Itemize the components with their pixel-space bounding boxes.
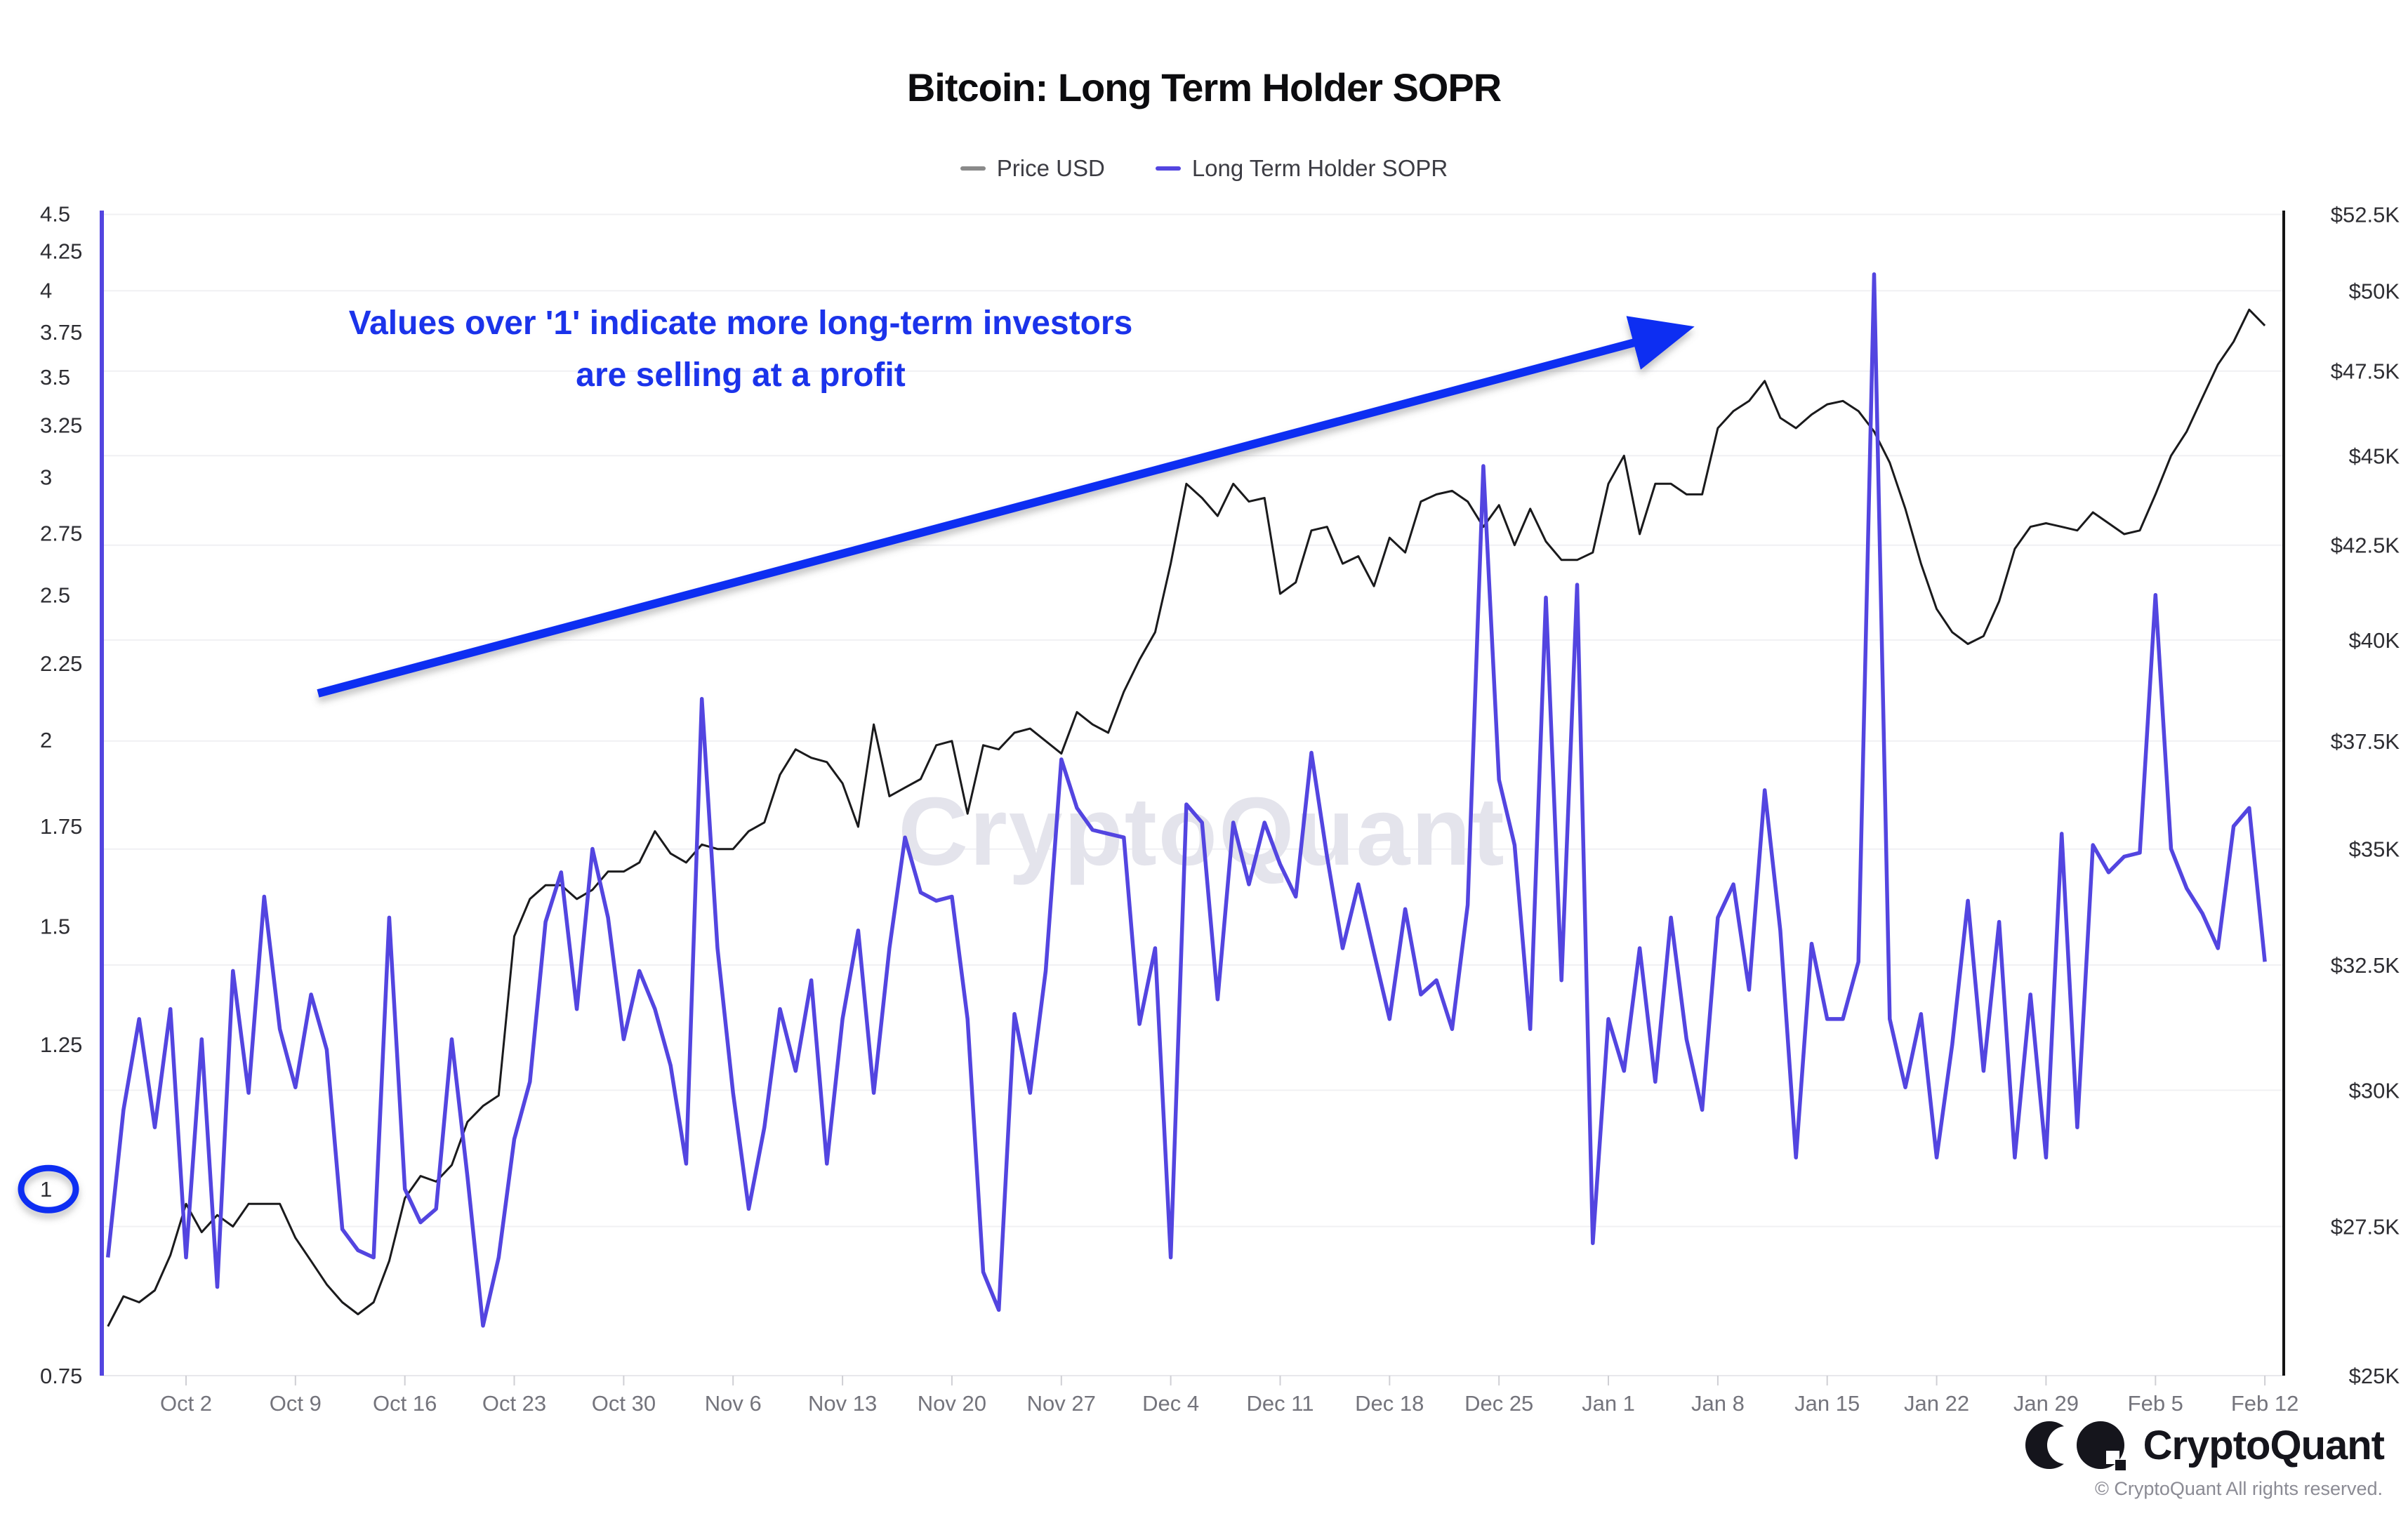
left-axis-tick-label: 1.75	[40, 814, 82, 839]
legend-label-price: Price USD	[996, 155, 1105, 181]
right-axis-tick-label: $40K	[2349, 628, 2400, 653]
x-axis-tick-label: Oct 30	[592, 1391, 656, 1416]
right-axis-labels: $25K $27.5K $30K $32.5K $35K $37.5K $40K $42.5K…	[2331, 203, 2400, 1389]
price-legend-dash-icon	[960, 166, 986, 171]
right-axis-tick-label: $32.5K	[2331, 953, 2400, 978]
x-axis-tick-label: Nov 13	[808, 1391, 877, 1416]
legend-item-price[interactable]: Price USD	[960, 155, 1105, 182]
left-axis-tick-label: 1.5	[40, 915, 70, 939]
right-axis-tick-label: $42.5K	[2331, 533, 2400, 558]
chart-title: Bitcoin: Long Term Holder SOPR	[906, 65, 1502, 109]
price-line	[107, 308, 2266, 1327]
right-axis-tick-label: $35K	[2349, 837, 2400, 862]
x-axis-tick-label: Dec 18	[1355, 1391, 1424, 1416]
x-axis-tick-label: Dec 4	[1142, 1391, 1199, 1416]
x-axis: Oct 2 Oct 9 Oct 16 Oct 23 Oct 30 Nov 6 Nov 13 N…	[100, 1375, 2299, 1416]
x-axis-tick-label: Feb 12	[2231, 1391, 2299, 1416]
annotation-line-1: Values over '1' indicate more long-term …	[348, 305, 1133, 342]
x-axis-tick-label: Feb 5	[2128, 1391, 2183, 1416]
legend-label-sopr: Long Term Holder SOPR	[1191, 155, 1448, 181]
left-axis-tick-label: 3.5	[40, 365, 70, 390]
legend-item-sopr[interactable]: Long Term Holder SOPR	[1155, 155, 1448, 182]
left-axis-tick-label: 4.25	[40, 239, 82, 264]
left-axis-tick-label: 3.25	[40, 413, 82, 437]
x-axis-tick-label: Jan 15	[1794, 1391, 1860, 1416]
x-axis-tick-label: Jan 1	[1582, 1391, 1635, 1416]
right-axis-tick-label: $25K	[2349, 1364, 2400, 1388]
left-axis-tick-label: 4.5	[40, 202, 70, 227]
right-axis-tick-label: $47.5K	[2331, 359, 2400, 384]
left-axis-tick-label: 2.25	[40, 651, 82, 676]
x-axis-tick-label: Oct 9	[270, 1391, 322, 1416]
annotation-line-2: are selling at a profit	[576, 357, 906, 394]
left-axis-tick-label: 0.75	[40, 1364, 82, 1388]
cryptoquant-logo-icon	[2025, 1421, 2126, 1470]
legend: Price USD Long Term Holder SOPR	[0, 153, 2408, 184]
left-axis-tick-label: 1	[40, 1177, 52, 1202]
x-axis-tick-label: Oct 2	[160, 1391, 212, 1416]
x-axis-tick-label: Jan 22	[1904, 1391, 1969, 1416]
right-axis-tick-label: $52.5K	[2331, 203, 2400, 227]
x-axis-tick-label: Dec 25	[1464, 1391, 1533, 1416]
left-axis-tick-label: 2.5	[40, 583, 70, 608]
baseline-1-circle	[18, 1164, 79, 1214]
right-axis-tick-label: $30K	[2349, 1078, 2400, 1103]
x-axis-tick-label: Dec 11	[1247, 1391, 1314, 1416]
trend-arrow	[317, 316, 1695, 698]
right-axis-tick-label: $27.5K	[2331, 1215, 2400, 1239]
x-axis-tick-label: Nov 6	[705, 1391, 762, 1416]
right-axis-tick-label: $50K	[2349, 279, 2400, 303]
left-axis-tick-label: 3	[40, 465, 52, 489]
cryptoquant-logo: CryptoQuant	[2024, 1419, 2385, 1471]
brand-text: CryptoQuant	[2143, 1422, 2385, 1468]
left-axis-tick-label: 2.75	[40, 521, 82, 546]
sopr-legend-dash-icon	[1155, 166, 1181, 171]
left-axis-labels: 0.75 1 1.25 1.5 1.75 2 2.25 2.5 2.75 3 3.25 3.5 3.75…	[40, 202, 82, 1388]
x-axis-tick-label: Nov 20	[918, 1391, 986, 1416]
x-axis-tick-label: Nov 27	[1027, 1391, 1096, 1416]
left-axis-tick-label: 1.25	[40, 1032, 82, 1057]
sopr-line	[105, 272, 2267, 1328]
left-axis-tick-label: 2	[40, 728, 52, 752]
left-axis-tick-label: 4	[40, 279, 52, 303]
x-axis-tick-label: Oct 23	[482, 1391, 546, 1416]
copyright-text: © CryptoQuant All rights reserved.	[2094, 1478, 2383, 1499]
right-axis-tick-label: $37.5K	[2331, 729, 2400, 754]
x-axis-tick-label: Jan 29	[2013, 1391, 2079, 1416]
right-axis-tick-label: $45K	[2349, 444, 2400, 468]
x-axis-tick-label: Oct 16	[373, 1391, 437, 1416]
left-axis-tick-label: 3.75	[40, 320, 82, 345]
x-axis-tick-label: Jan 8	[1691, 1391, 1745, 1416]
annotation-text: Values over '1' indicate more long-term …	[349, 298, 1133, 401]
